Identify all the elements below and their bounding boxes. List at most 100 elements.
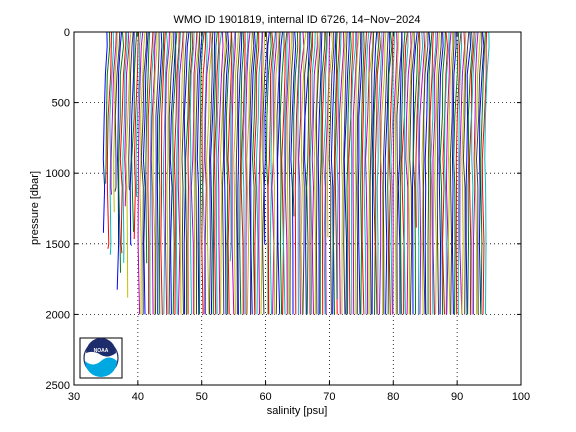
salinity-profile-line: [382, 31, 389, 315]
salinity-profile-line: [166, 31, 173, 315]
salinity-profile-line: [387, 31, 393, 315]
salinity-profile-line: [424, 31, 431, 315]
salinity-profile-line: [439, 31, 446, 315]
salinity-profile-line: [258, 31, 264, 315]
salinity-profile-line: [372, 31, 380, 315]
salinity-profile-line: [449, 31, 455, 315]
salinity-profile-line: [357, 31, 363, 315]
salinity-profile-line: [106, 31, 112, 249]
salinity-profile-line: [326, 31, 334, 238]
salinity-profile-line: [461, 31, 467, 315]
salinity-profile-line: [338, 31, 345, 315]
salinity-profile-line: [321, 31, 327, 315]
salinity-profile-line: [181, 31, 188, 315]
salinity-profile-line: [427, 31, 433, 315]
salinity-profile-line: [155, 31, 160, 315]
salinity-profile-line: [480, 31, 486, 315]
salinity-profile-line: [114, 31, 121, 192]
salinity-profile-line: [352, 31, 358, 315]
salinity-profile-line: [152, 31, 158, 315]
y-tick-label: 0: [64, 27, 70, 39]
salinity-profile-line: [225, 31, 232, 315]
salinity-profile-line: [309, 31, 316, 315]
salinity-profile-line: [297, 31, 302, 315]
salinity-profile-line: [392, 31, 398, 315]
salinity-profile-line: [455, 31, 462, 315]
salinity-profile-line: [336, 31, 342, 300]
salinity-profile-line: [233, 31, 239, 315]
salinity-profile-line: [237, 31, 243, 315]
salinity-profile-line: [436, 31, 442, 315]
salinity-profile-line: [361, 31, 367, 315]
salinity-profile-line: [328, 31, 335, 315]
salinity-profile-line: [128, 31, 134, 191]
salinity-profile-line: [235, 31, 241, 315]
salinity-profile-line: [124, 31, 130, 207]
salinity-profile-line: [135, 31, 141, 197]
salinity-profile-line: [434, 31, 440, 315]
salinity-profile-line: [340, 31, 346, 315]
salinity-profile-line: [417, 31, 424, 315]
x-tick-label: 90: [451, 391, 463, 403]
y-tick-label: 2500: [46, 380, 70, 392]
y-axis-label: pressure [dbar]: [29, 171, 41, 245]
salinity-profile-line: [298, 31, 305, 315]
salinity-profile-line: [325, 31, 331, 315]
salinity-profile-line: [430, 31, 437, 315]
salinity-profile-line: [350, 31, 357, 315]
salinity-profile-line: [219, 31, 227, 315]
salinity-profile-line: [308, 32, 313, 315]
salinity-profile-line: [447, 31, 454, 315]
salinity-profile-line: [394, 31, 399, 315]
salinity-profile-line: [193, 31, 200, 315]
salinity-profile-line: [173, 31, 180, 315]
salinity-profile-line: [412, 31, 420, 315]
salinity-profile-line: [294, 31, 301, 315]
salinity-profile-line: [397, 31, 403, 315]
salinity-profile-line: [206, 31, 213, 315]
salinity-profile-line: [147, 31, 154, 315]
salinity-profile-line: [145, 31, 150, 264]
salinity-profile-line: [177, 31, 184, 315]
salinity-profile-line: [158, 31, 165, 315]
salinity-profile-line: [183, 31, 190, 315]
salinity-profile-line: [403, 32, 409, 315]
salinity-profile-line: [179, 31, 185, 315]
salinity-profile-line: [304, 32, 310, 315]
salinity-profile-line: [262, 31, 268, 315]
salinity-profile-line: [346, 31, 352, 315]
salinity-profile-line: [356, 31, 362, 315]
salinity-profile-line: [142, 31, 149, 315]
salinity-profile-line: [368, 31, 374, 315]
salinity-profile-line: [215, 31, 222, 315]
salinity-profile-line: [313, 31, 319, 315]
salinity-profile-line: [286, 32, 292, 315]
salinity-profile-line: [168, 31, 174, 315]
salinity-profile-line: [172, 31, 178, 315]
salinity-profile-line: [162, 31, 169, 315]
salinity-profile-line: [311, 31, 318, 315]
salinity-profile-line: [475, 32, 483, 315]
salinity-profile-line: [204, 31, 211, 315]
salinity-profile-line: [441, 31, 449, 315]
salinity-profile-line: [246, 31, 253, 315]
salinity-profile-line: [199, 31, 205, 315]
salinity-profile-line: [169, 31, 176, 315]
salinity-profile-line: [369, 31, 375, 315]
salinity-profile-line: [292, 31, 299, 217]
salinity-profile-line: [250, 31, 256, 315]
salinity-profile-line: [429, 31, 434, 315]
salinity-profile-line: [374, 31, 381, 315]
salinity-profile-line: [319, 31, 326, 315]
salinity-profile-line: [438, 31, 444, 315]
salinity-profile-line: [189, 31, 195, 315]
x-tick-label: 30: [68, 391, 80, 403]
y-tick-label: 500: [52, 98, 70, 110]
salinity-profile-line: [223, 31, 230, 315]
salinity-profile-line: [300, 31, 307, 315]
salinity-profile-line: [263, 31, 270, 245]
x-tick-label: 60: [259, 391, 271, 403]
profile-lines: [102, 31, 490, 315]
salinity-profile-line: [481, 31, 488, 315]
axis-ticks: [73, 31, 522, 386]
